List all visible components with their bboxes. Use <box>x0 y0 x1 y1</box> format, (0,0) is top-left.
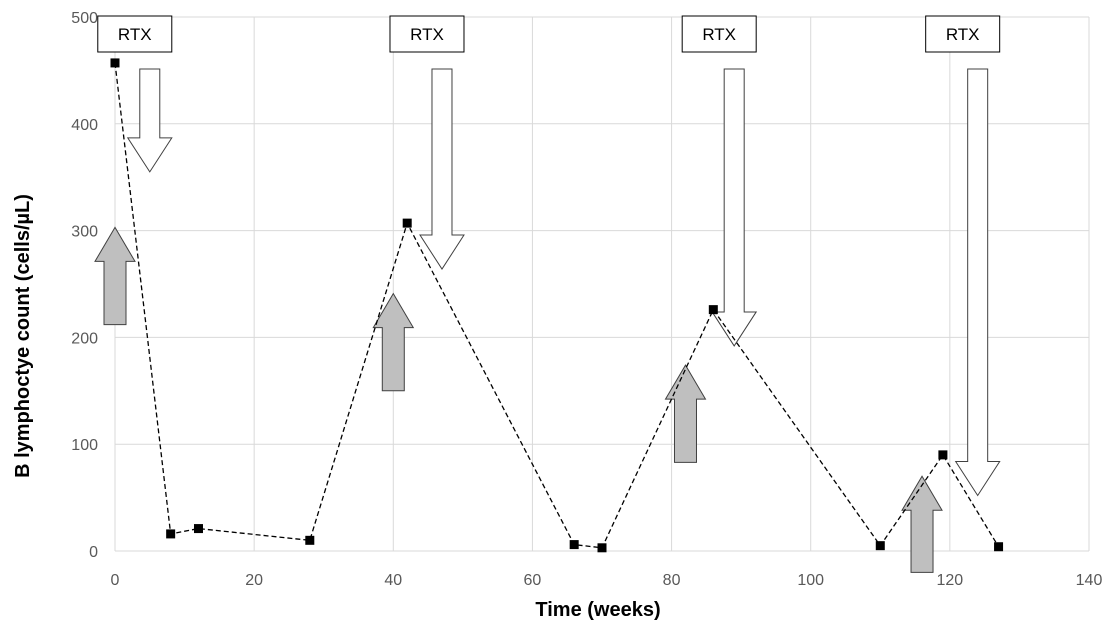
rtx-box <box>97 15 173 53</box>
data-point <box>110 58 120 68</box>
x-tick-label: 60 <box>524 572 542 589</box>
rtx-arrow <box>419 68 465 270</box>
data-point <box>597 543 607 553</box>
y-tick-label: 200 <box>71 330 98 347</box>
data-point <box>875 541 885 551</box>
y-tick-label: 400 <box>71 117 98 134</box>
x-tick-label: 0 <box>111 572 120 589</box>
data-point <box>402 218 412 228</box>
x-tick-label: 120 <box>937 572 964 589</box>
data-point <box>193 524 203 534</box>
data-point <box>166 529 176 539</box>
data-point <box>708 305 718 315</box>
rtx-label: RTX <box>410 25 444 44</box>
x-axis-title: Time (weeks) <box>535 599 660 621</box>
rise-arrow <box>94 226 136 326</box>
x-tick-label: 40 <box>384 572 402 589</box>
rise-arrow <box>372 292 415 392</box>
x-tick-label: 80 <box>663 572 681 589</box>
data-point <box>938 450 948 460</box>
rtx-box <box>681 15 757 53</box>
rise-arrow <box>901 475 943 573</box>
rise-arrow <box>664 364 707 463</box>
y-tick-label: 100 <box>71 437 98 454</box>
y-tick-label: 500 <box>71 10 98 27</box>
rtx-arrow <box>126 68 173 173</box>
rtx-box <box>389 15 465 53</box>
rtx-label: RTX <box>946 25 980 44</box>
treatment-arrows: RTX RTX RTX RTX <box>94 15 1001 573</box>
rtx-label: RTX <box>702 25 736 44</box>
rtx-arrow <box>954 68 1001 497</box>
data-point <box>569 540 579 550</box>
series-line <box>114 62 1000 549</box>
x-tick-label: 100 <box>797 572 824 589</box>
y-tick-label: 0 <box>89 544 98 561</box>
grid <box>114 16 1090 552</box>
y-tick-label: 300 <box>71 224 98 241</box>
series <box>110 58 1004 553</box>
rtx-arrow <box>711 68 758 347</box>
data-point <box>305 535 315 545</box>
y-axis-title: B lymphoctye count (cells/µL) <box>12 194 34 478</box>
x-tick-label: 20 <box>245 572 263 589</box>
data-point <box>994 542 1004 552</box>
rtx-label: RTX <box>118 25 152 44</box>
rtx-box <box>925 15 1001 53</box>
tick-labels: 0 100 200 300 400 500 0 20 40 60 80 100 120 140 <box>71 10 1102 589</box>
x-tick-label: 140 <box>1076 572 1103 589</box>
